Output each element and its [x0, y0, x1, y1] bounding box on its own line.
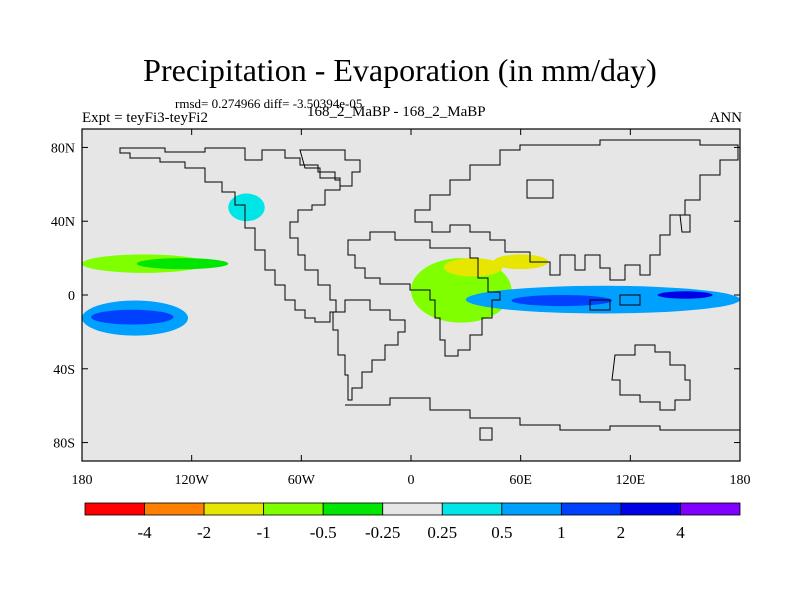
axis-ticks — [81, 129, 741, 461]
experiment-label: Expt = teyFi3-teyFi2 — [82, 110, 208, 126]
coastline-greenland — [299, 149, 361, 187]
colorbar: -4 -2 -1 -0.5 -0.25 0.25 0.5 1 2 4 — [84, 502, 741, 542]
y-tick-label: 40N — [51, 215, 75, 230]
colorbar-swatch — [620, 502, 681, 516]
coastline-japan — [679, 214, 691, 233]
season-label: ANN — [709, 110, 743, 126]
y-tick-label: 40S — [53, 363, 75, 378]
stats-label: rmsd= 0.274966 diff= -3.50394e-05 — [175, 96, 363, 111]
colorbar-label: 1 — [557, 523, 566, 542]
field-region-sahara-yellow — [443, 258, 503, 277]
colorbar-label: -1 — [257, 523, 271, 542]
x-tick-label: 120W — [175, 473, 210, 488]
coastline-layer — [119, 139, 740, 441]
case-label: 168_2_MaBP - 168_2_MaBP — [307, 104, 486, 120]
colorbar-swatch — [322, 502, 384, 516]
colorbar-swatch — [263, 502, 324, 516]
field-region-nw-america-cyan — [228, 193, 265, 222]
colorbar-label: -0.5 — [310, 523, 337, 542]
coastline-indonesia — [589, 294, 641, 311]
chart-title: Precipitation - Evaporation (in mm/day) — [143, 52, 657, 88]
y-tick-label: 0 — [68, 289, 75, 304]
coastline-africa — [347, 231, 501, 357]
x-tick-label: 120E — [616, 473, 646, 488]
coastline-antarctica-island — [479, 427, 493, 441]
colorbar-swatch — [501, 502, 562, 516]
colorbar-label: 2 — [617, 523, 626, 542]
coastline-eurasia — [414, 139, 739, 281]
coastline-south-america — [332, 299, 406, 401]
colorbar-label: -2 — [197, 523, 211, 542]
coastline-north-america — [119, 147, 341, 323]
colorbar-swatch — [680, 502, 741, 516]
field-region-arabia-yellow — [493, 254, 549, 270]
field-region-indian-ocean-core — [511, 295, 613, 307]
coastline-lake — [526, 179, 554, 199]
colorbar-swatch — [144, 502, 205, 516]
colorbar-label: 0.5 — [491, 523, 512, 542]
x-tick-label: 60E — [509, 473, 532, 488]
x-tick-label: 180 — [72, 473, 93, 488]
coastline-australia — [611, 344, 691, 411]
x-tick-label: 0 — [408, 473, 415, 488]
axis-tick-labels: 180 120W 60W 0 60E 120E 180 80N 40N 0 40S 80S — [51, 141, 751, 488]
colorbar-label: 0.25 — [427, 523, 457, 542]
field-region-s-pacific-core — [91, 309, 174, 325]
colorbar-swatch — [560, 502, 622, 516]
colorbar-swatch — [84, 502, 145, 516]
field-region-w-pacific-core — [657, 291, 713, 299]
colorbar-swatch — [441, 502, 503, 516]
field-region-n-pacific-band-east — [136, 258, 229, 270]
colorbar-label: -4 — [137, 523, 152, 542]
colorbar-label: -0.25 — [365, 523, 400, 542]
y-tick-label: 80S — [53, 437, 75, 452]
colorbar-swatch — [203, 502, 265, 516]
x-tick-label: 60W — [288, 473, 316, 488]
coastline-antarctica — [345, 397, 740, 431]
y-tick-label: 80N — [51, 141, 75, 156]
colorbar-label: 4 — [676, 523, 685, 542]
x-tick-label: 180 — [730, 473, 751, 488]
colorbar-swatch — [382, 502, 443, 516]
